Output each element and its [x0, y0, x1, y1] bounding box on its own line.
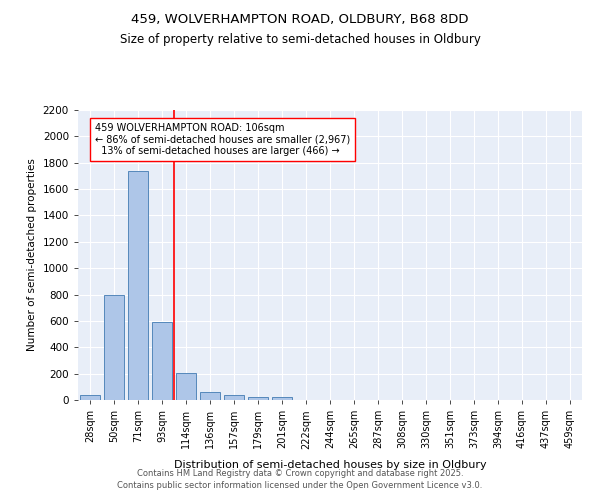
Bar — [200, 392, 220, 400]
Text: Size of property relative to semi-detached houses in Oldbury: Size of property relative to semi-detach… — [119, 32, 481, 46]
Bar — [176, 373, 196, 400]
Bar — [248, 398, 268, 400]
Y-axis label: Number of semi-detached properties: Number of semi-detached properties — [27, 158, 37, 352]
Bar — [128, 170, 148, 400]
X-axis label: Distribution of semi-detached houses by size in Oldbury: Distribution of semi-detached houses by … — [173, 460, 487, 469]
Bar — [272, 398, 292, 400]
Text: 459 WOLVERHAMPTON ROAD: 106sqm
← 86% of semi-detached houses are smaller (2,967): 459 WOLVERHAMPTON ROAD: 106sqm ← 86% of … — [95, 123, 350, 156]
Bar — [224, 394, 244, 400]
Bar — [104, 294, 124, 400]
Text: 459, WOLVERHAMPTON ROAD, OLDBURY, B68 8DD: 459, WOLVERHAMPTON ROAD, OLDBURY, B68 8D… — [131, 12, 469, 26]
Text: Contains HM Land Registry data © Crown copyright and database right 2025.
Contai: Contains HM Land Registry data © Crown c… — [118, 469, 482, 490]
Bar — [152, 322, 172, 400]
Bar — [80, 394, 100, 400]
